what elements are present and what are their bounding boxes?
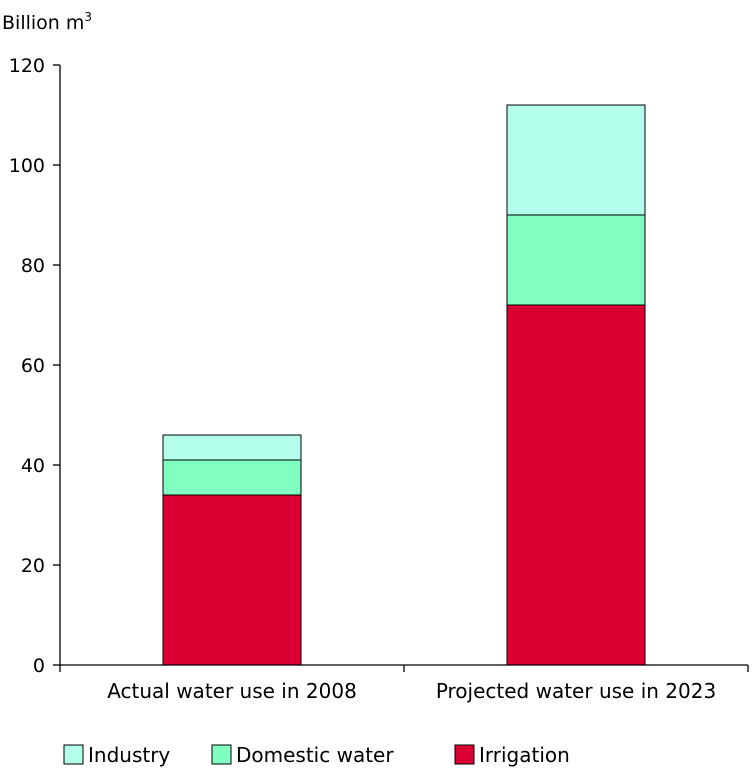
bar-industry-1 (506, 104, 646, 216)
y-tick-label: 20 (21, 555, 45, 577)
legend-swatch (211, 744, 232, 765)
legend-label: Industry (88, 743, 170, 767)
bar-irrigation-1 (506, 304, 646, 666)
y-tick-label: 100 (9, 155, 45, 177)
legend-label: Domestic water (236, 743, 394, 767)
bar-industry-0 (162, 434, 302, 461)
y-tick-label: 60 (21, 355, 45, 377)
y-tick-label: 120 (9, 55, 45, 77)
y-tick-label: 80 (21, 255, 45, 277)
y-tick-label: 0 (33, 655, 45, 677)
legend-label: Irrigation (479, 743, 570, 767)
legend-swatch (63, 744, 84, 765)
bar-irrigation-0 (162, 494, 302, 666)
bars (162, 104, 646, 666)
y-axis-title-text: Billion m (2, 12, 84, 34)
y-tick-label: 40 (21, 455, 45, 477)
x-category-label: Actual water use in 2008 (107, 679, 357, 703)
y-axis-title: Billion m3 (2, 10, 92, 34)
legend: Industry Domestic water Irrigation (63, 743, 570, 767)
y-axis-title-superscript: 3 (84, 10, 92, 24)
legend-swatch (454, 744, 475, 765)
y-axis: 0 20 40 60 80 100 120 (9, 55, 61, 677)
x-category-label: Projected water use in 2023 (436, 679, 716, 703)
bar-domestic-water-1 (506, 214, 646, 306)
x-axis: Actual water use in 2008 Projected water … (59, 664, 749, 703)
bar-domestic-water-0 (162, 459, 302, 496)
